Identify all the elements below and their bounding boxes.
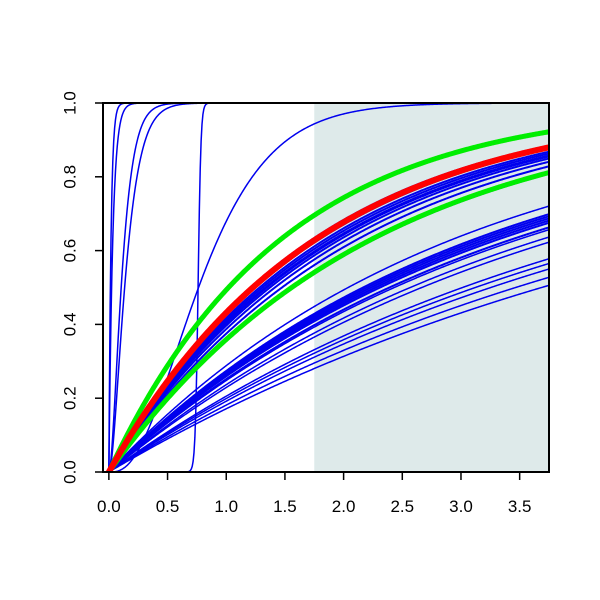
series-line-5: [108, 241, 549, 472]
series-line-8: [107, 226, 549, 472]
y-tick-label-5: 1.0: [60, 91, 79, 115]
series-line-18: [107, 157, 549, 472]
series-line-3: [108, 262, 549, 472]
plot-border: [102, 102, 550, 473]
series-group: [105, 103, 549, 472]
series-line-31: [108, 103, 549, 472]
series-line-25: [106, 170, 549, 472]
x-tick-label-1: 0.5: [156, 497, 180, 516]
x-axis: 0.0 0.5 1.0 1.5 2.0 2.5 3.0 3.5: [97, 472, 531, 516]
series-line-13: [107, 213, 549, 472]
y-tick-label-1: 0.2: [60, 386, 79, 410]
series-line-0: [108, 284, 549, 472]
x-tick-label-4: 2.0: [332, 497, 356, 516]
series-line-14: [108, 205, 549, 472]
series-line-16: [107, 165, 549, 472]
y-tick-label-3: 0.6: [60, 239, 79, 263]
series-line-17: [107, 160, 549, 472]
y-tick-label-0: 0.0: [60, 460, 79, 484]
series-line-26: [106, 129, 549, 472]
series-line-21: [107, 152, 549, 472]
x-tick-label-2: 1.0: [214, 497, 238, 516]
series-line-4: [108, 258, 549, 472]
series-line-27: [105, 144, 549, 472]
x-tick-label-7: 3.5: [508, 497, 532, 516]
x-tick-label-6: 3.0: [449, 497, 473, 516]
x-tick-label-0: 0.0: [97, 497, 121, 516]
y-tick-label-4: 0.8: [60, 165, 79, 189]
series-line-2: [108, 268, 549, 472]
y-tick-label-2: 0.4: [60, 313, 79, 337]
y-axis: 0.0 0.2 0.4 0.6 0.8 1.0: [60, 91, 103, 484]
x-tick-label-3: 1.5: [273, 497, 297, 516]
plot-frame: [102, 102, 550, 473]
series-line-20: [107, 154, 549, 472]
series-line-6: [108, 236, 549, 472]
series-line-1: [108, 276, 549, 472]
x-tick-label-5: 2.5: [390, 497, 414, 516]
